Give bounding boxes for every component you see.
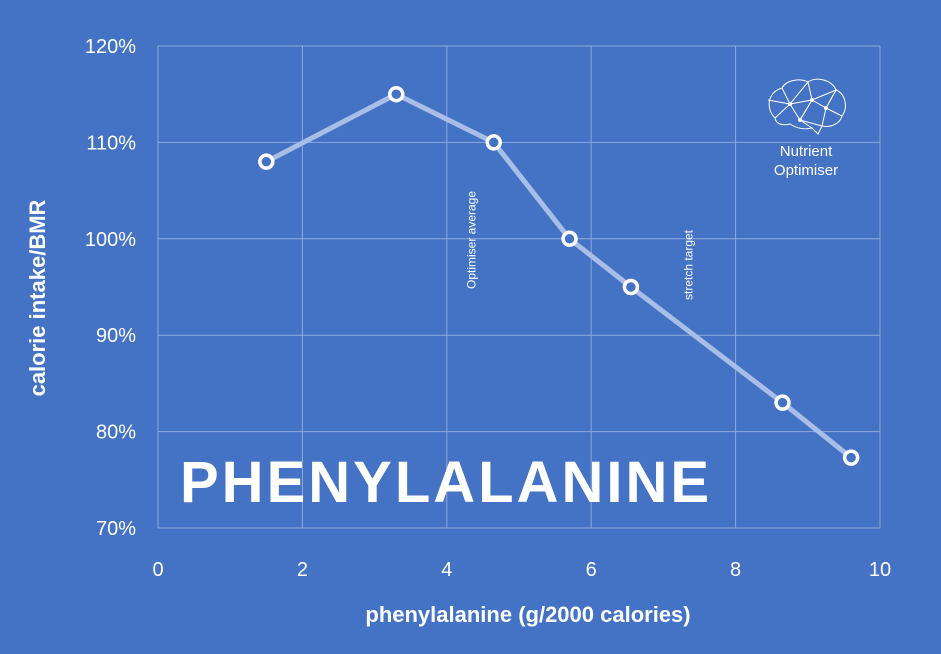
data-point [258,153,275,170]
x-tick-label: 2 [297,559,308,581]
x-tick-label: 0 [152,559,163,581]
x-axis-title: phenylalanine (g/2000 calories) [365,602,690,627]
x-tick-label: 10 [869,559,891,581]
x-tick-label: 4 [441,559,452,581]
data-point [388,85,405,103]
chart-title: PHENYLALANINE [180,450,712,515]
y-tick-label: 110% [86,132,136,154]
data-point [485,134,502,151]
annotation-label: stretch target [681,229,695,300]
series [258,85,860,466]
x-axis-ticks: 0 2 4 6 8 10 [152,559,891,581]
data-point [622,278,640,296]
x-tick-label: 6 [586,559,597,581]
y-tick-label: 70% [96,518,136,540]
logo-text-line1: Nutrient [780,143,833,160]
y-tick-label: 100% [85,229,136,251]
y-axis-ticks: 70% 80% 90% 100% 110% 120% [85,36,136,540]
logo-text-line2: Optimiser [774,162,838,179]
annotations: Optimiser average stretch target [465,191,696,300]
annotation-label: Optimiser average [465,191,479,289]
y-tick-label: 120% [85,36,136,58]
y-tick-label: 90% [96,325,136,347]
logo: Nutrient Optimiser [767,78,846,179]
y-axis-title: calorie intake/BMR [25,199,50,396]
brain-icon [767,78,846,135]
x-tick-label: 8 [730,559,741,581]
data-point [561,230,578,248]
y-tick-label: 80% [96,422,136,444]
data-point [774,394,791,411]
data-point [842,449,860,466]
grid [157,45,881,529]
series-line [263,91,854,461]
